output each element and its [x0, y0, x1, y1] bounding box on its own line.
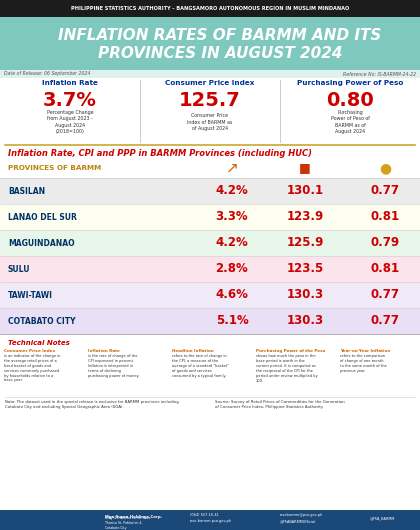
FancyBboxPatch shape	[0, 308, 420, 334]
Text: Percentage Change
from August 2023 -
August 2024
(2018=100): Percentage Change from August 2023 - Aug…	[47, 110, 93, 135]
Text: 130.3: 130.3	[286, 314, 323, 328]
Text: 0.81: 0.81	[370, 210, 399, 224]
Text: Date of Release: 06 September 2024: Date of Release: 06 September 2024	[4, 72, 90, 76]
Text: Purchasing Power of the Peso: Purchasing Power of the Peso	[256, 349, 326, 353]
Text: 130.1: 130.1	[286, 184, 323, 198]
Text: LANAO DEL SUR: LANAO DEL SUR	[8, 213, 77, 222]
Text: COTABATO CITY: COTABATO CITY	[8, 316, 76, 325]
Text: TAWI-TAWI: TAWI-TAWI	[8, 290, 53, 299]
Text: 130.3: 130.3	[286, 288, 323, 302]
FancyBboxPatch shape	[0, 78, 420, 145]
FancyBboxPatch shape	[0, 0, 420, 17]
Text: ●: ●	[379, 161, 391, 175]
Text: 0.77: 0.77	[370, 288, 399, 302]
Text: ↗: ↗	[226, 161, 239, 175]
Text: is an indicator of the change in
the average retail prices of a
fixed basket of : is an indicator of the change in the ave…	[4, 354, 60, 383]
Text: 0.77: 0.77	[370, 314, 399, 328]
FancyBboxPatch shape	[0, 178, 420, 204]
Text: refers to the rate of change in
the CPI, a measure of the
average of a standard : refers to the rate of change in the CPI,…	[172, 354, 229, 377]
Text: Consumer Price Index: Consumer Price Index	[4, 349, 55, 353]
Text: 2.8%: 2.8%	[215, 262, 248, 276]
Text: shows how much the peso in the
base period is worth in the
current period. It is: shows how much the peso in the base peri…	[256, 354, 318, 383]
Text: 0.79: 0.79	[370, 236, 399, 250]
FancyBboxPatch shape	[0, 204, 420, 230]
Text: 3.3%: 3.3%	[216, 210, 248, 224]
Text: 4.6%: 4.6%	[215, 288, 249, 302]
Text: 0.80: 0.80	[326, 91, 374, 110]
Text: 4.2%: 4.2%	[215, 236, 248, 250]
Text: Inflation Rate: Inflation Rate	[88, 349, 120, 353]
Text: Source: Survey of Retail Prices of Commodities for the Generation
of Consumer Pr: Source: Survey of Retail Prices of Commo…	[215, 400, 345, 409]
Text: Consumer Price
Index of BARMM as
of August 2024: Consumer Price Index of BARMM as of Augu…	[187, 113, 233, 131]
Text: PROVINCES OF BARMM: PROVINCES OF BARMM	[8, 165, 101, 171]
Text: 0.77: 0.77	[370, 184, 399, 198]
FancyBboxPatch shape	[0, 17, 420, 70]
Text: (064) 557-16-41: (064) 557-16-41	[190, 513, 219, 517]
FancyBboxPatch shape	[0, 256, 420, 282]
Text: 123.5: 123.5	[286, 262, 324, 276]
Text: BASILAN: BASILAN	[8, 187, 45, 196]
Text: 3.7%: 3.7%	[43, 91, 97, 110]
FancyBboxPatch shape	[0, 230, 420, 256]
Text: 123.9: 123.9	[286, 210, 324, 224]
FancyBboxPatch shape	[0, 158, 420, 178]
Text: 0.81: 0.81	[370, 262, 399, 276]
Text: Headline Inflation: Headline Inflation	[172, 349, 214, 353]
Text: MAGUINDANAO: MAGUINDANAO	[8, 238, 75, 248]
Text: SULU: SULU	[8, 264, 31, 273]
Text: Purchasing
Power of Peso of
BARMM as of
August 2024: Purchasing Power of Peso of BARMM as of …	[331, 110, 370, 135]
Text: Inflation Rate, CPI and PPP in BARMM Provinces (including HUC): Inflation Rate, CPI and PPP in BARMM Pro…	[8, 148, 312, 157]
Text: Year-on-Year Inflation: Year-on-Year Inflation	[340, 349, 390, 353]
Text: Inflation Rate: Inflation Rate	[42, 80, 98, 86]
Text: Reference No: IS-BARMM-24-22: Reference No: IS-BARMM-24-22	[343, 72, 416, 76]
Text: 125.9: 125.9	[286, 236, 324, 250]
Text: is the rate of change of the
CPI expressed in percent.
Inflation is interpreted : is the rate of change of the CPI express…	[88, 354, 139, 377]
Text: 125.7: 125.7	[179, 91, 241, 110]
Text: rcsobarmm@psa.gov.ph: rcsobarmm@psa.gov.ph	[280, 513, 323, 517]
Text: rcso.barmm.psa.gov.ph: rcso.barmm.psa.gov.ph	[190, 519, 232, 523]
Text: INFLATION RATES OF BARMM AND ITS: INFLATION RATES OF BARMM AND ITS	[58, 28, 382, 42]
Text: PHILIPPINE STATISTICS AUTHORITY - BANGSAMORO AUTONOMOUS REGION IN MUSLIM MINDANA: PHILIPPINE STATISTICS AUTHORITY - BANGSA…	[71, 6, 349, 11]
Text: Consumer Price Index: Consumer Price Index	[165, 80, 255, 86]
Text: PROVINCES IN AUGUST 2024: PROVINCES IN AUGUST 2024	[98, 46, 342, 60]
Text: 4.2%: 4.2%	[215, 184, 248, 198]
Text: Mga Supra Holdings Corp.: Mga Supra Holdings Corp.	[105, 515, 162, 519]
FancyBboxPatch shape	[0, 282, 420, 308]
FancyBboxPatch shape	[0, 510, 420, 530]
Text: Note: The dataset used in the special release is exclusive for BARMM provinces i: Note: The dataset used in the special re…	[5, 400, 179, 409]
Text: Purchasing Power of Peso: Purchasing Power of Peso	[297, 80, 403, 86]
Text: Technical Notes: Technical Notes	[8, 340, 70, 346]
FancyBboxPatch shape	[0, 70, 420, 78]
Text: @PSA_BARMM: @PSA_BARMM	[370, 516, 395, 520]
Text: ■: ■	[299, 162, 311, 174]
Text: 5.1%: 5.1%	[215, 314, 248, 328]
Text: refers to the comparison
of change of one month
to the same month of the
previou: refers to the comparison of change of on…	[340, 354, 387, 373]
Text: Bldg. 4.0 Aroma corner Octa
Tharisa St. Poblacion 4,
Cotabato City: Bldg. 4.0 Aroma corner Octa Tharisa St. …	[105, 516, 150, 530]
Text: @PSABARMMOfficial: @PSABARMMOfficial	[280, 519, 316, 523]
